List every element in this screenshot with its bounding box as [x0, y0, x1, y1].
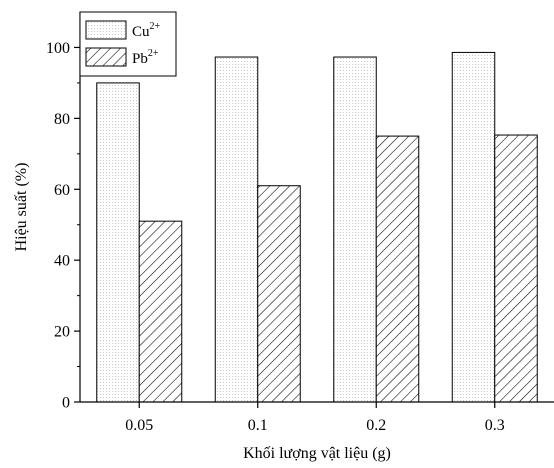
bar-cu-0.05	[96, 82, 140, 403]
bar-cu-0.3	[451, 51, 496, 403]
legend-swatch-cu	[85, 20, 127, 40]
y-tick-label: 100	[46, 40, 70, 57]
legend-superscript: 2+	[148, 48, 159, 59]
bar-pb-0.1	[257, 185, 301, 403]
bars-group	[96, 51, 538, 403]
axes-group	[79, 12, 554, 403]
legend-swatch-pb	[85, 47, 127, 67]
bar-cu-0.1	[214, 56, 259, 403]
bar-pb-0.05	[138, 220, 183, 403]
y-tick-label: 80	[54, 111, 70, 128]
y-tick-label: 40	[54, 253, 70, 270]
bar-pb-0.3	[494, 134, 538, 403]
y-tick-label: 0	[62, 395, 70, 412]
legend: Cu2+Pb2+	[79, 11, 177, 77]
x-tick-label: 0.1	[248, 417, 268, 434]
legend-superscript: 2+	[150, 21, 161, 32]
x-tick-label: 0.2	[366, 417, 386, 434]
bar-pb-0.2	[375, 135, 420, 403]
y-axis-label: Hiệu suất (%)	[13, 163, 30, 252]
y-ticks-group: 0 20 40 60 80 100	[46, 40, 80, 412]
y-tick-label: 20	[54, 324, 70, 341]
bar-cu-0.2	[333, 56, 377, 403]
y-tick-label: 60	[54, 182, 70, 199]
x-tick-label: 0.05	[125, 417, 153, 434]
x-tick-label: 0.3	[485, 417, 505, 434]
x-ticks-group: 0.05 0.1 0.2 0.3	[125, 402, 505, 434]
x-axis-label: Khối lượng vật liệu (g)	[243, 445, 391, 462]
